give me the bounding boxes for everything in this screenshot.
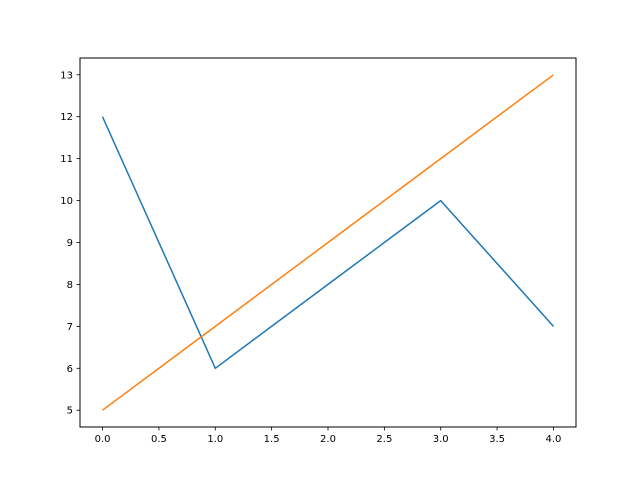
- x-tick-label: 2.0: [320, 434, 336, 445]
- y-axis: 5 6 7 8 9 10 11 12 13: [60, 70, 80, 417]
- x-tick-label: 0.0: [95, 434, 111, 445]
- x-tick-label: 3.5: [489, 434, 505, 445]
- x-tick-label: 4.0: [546, 434, 562, 445]
- y-tick-label: 5: [67, 406, 73, 417]
- y-tick-label: 10: [60, 196, 73, 207]
- x-tick-label: 0.5: [151, 434, 167, 445]
- y-tick-label: 6: [67, 364, 73, 375]
- x-tick-label: 1.5: [264, 434, 280, 445]
- y-tick-label: 13: [60, 70, 73, 81]
- series-line-0: [101, 116, 555, 370]
- x-tick-label: 2.5: [376, 434, 392, 445]
- y-tick-label: 8: [67, 280, 73, 291]
- y-tick-label: 12: [60, 112, 73, 123]
- series-layer: [101, 74, 555, 411]
- series-line-1: [102, 74, 554, 411]
- x-axis: 0.0 0.5 1.0 1.5 2.0 2.5 3.0 3.5 4.0: [95, 427, 562, 445]
- x-tick-label: 1.0: [207, 434, 223, 445]
- x-tick-label: 3.0: [433, 434, 449, 445]
- y-tick-label: 9: [67, 238, 73, 249]
- y-tick-label: 7: [67, 322, 73, 333]
- y-tick-label: 11: [60, 154, 73, 165]
